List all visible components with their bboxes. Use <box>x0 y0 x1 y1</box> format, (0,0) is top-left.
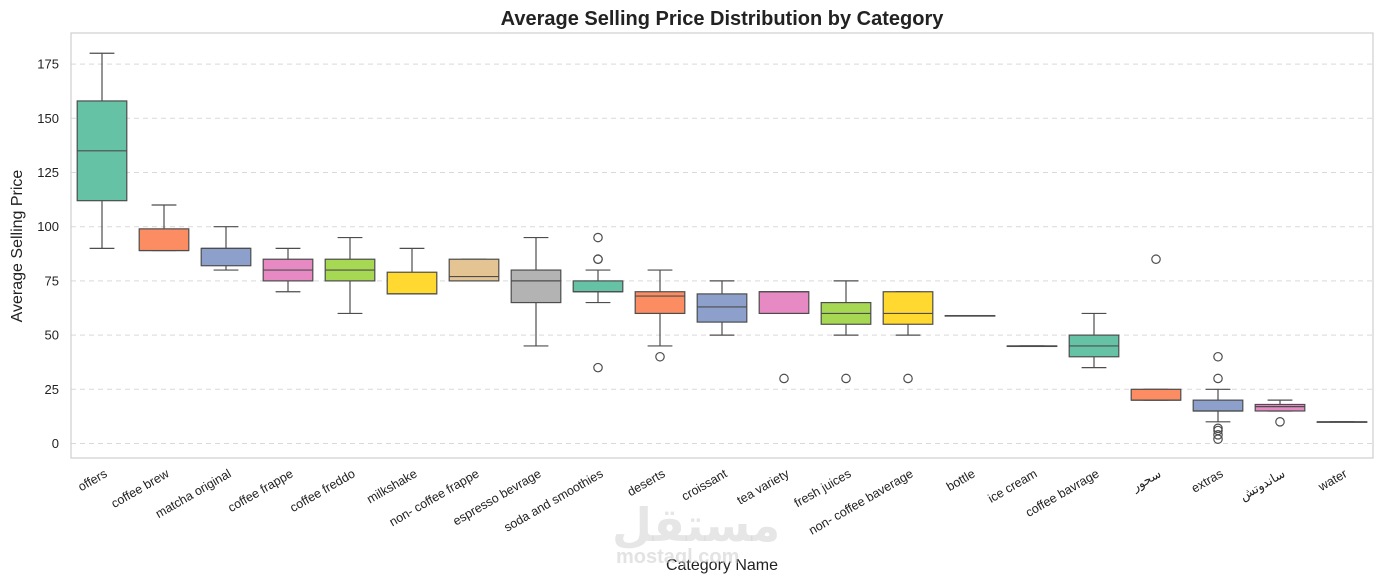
grid <box>71 63 1373 444</box>
box-7 <box>510 236 562 347</box>
outlier-point <box>1275 417 1285 427</box>
x-tick-label: coffee freddo <box>287 466 357 515</box>
outlier-point <box>1213 373 1223 384</box>
box-18 <box>1192 351 1244 444</box>
y-tick-label: 150 <box>37 111 59 126</box>
box-5 <box>386 247 438 295</box>
box-17 <box>1130 254 1182 401</box>
outlier-point <box>593 232 603 243</box>
x-tick-label: coffee frappe <box>225 466 295 515</box>
x-tick-label: offers <box>76 466 110 494</box>
x-tick-label: milkshake <box>364 466 419 506</box>
x-tick-label: croissant <box>679 466 730 503</box>
outlier-point <box>779 373 789 384</box>
iqr-box <box>1130 388 1182 401</box>
iqr-box <box>1254 403 1306 412</box>
x-tick-label: bottle <box>944 466 978 493</box>
iqr-box <box>696 293 748 323</box>
iqr-box <box>1192 399 1244 412</box>
box-3 <box>262 247 314 293</box>
x-axis-label: Category Name <box>666 557 778 574</box>
outlier-point <box>903 373 913 384</box>
y-tick-label: 175 <box>37 57 59 72</box>
iqr-box <box>138 228 190 252</box>
iqr-box <box>200 247 252 267</box>
box-15 <box>1006 345 1058 348</box>
box-1 <box>138 204 190 252</box>
y-tick-label: 125 <box>37 165 59 180</box>
x-tick-label: tea variety <box>735 466 793 507</box>
outlier-point <box>655 351 665 362</box>
y-tick-label: 25 <box>45 382 59 397</box>
outlier-point <box>593 362 603 373</box>
y-tick-label: 50 <box>45 328 59 343</box>
x-tick-label: deserts <box>625 466 668 499</box>
box-9 <box>634 269 686 362</box>
plot-frame <box>70 32 1374 459</box>
box-6 <box>448 258 500 282</box>
iqr-box <box>758 291 810 315</box>
iqr-box <box>448 258 500 282</box>
outlier-point <box>593 254 603 265</box>
box-11 <box>758 291 810 384</box>
chart-title: Average Selling Price Distribution by Ca… <box>501 8 945 30</box>
box-10 <box>696 280 748 336</box>
iqr-box <box>572 280 624 293</box>
outlier-point <box>1213 423 1223 434</box>
box-19 <box>1254 399 1306 427</box>
outlier-point <box>841 373 851 384</box>
iqr-box <box>634 291 686 315</box>
x-tick-label: water <box>1315 466 1349 494</box>
y-axis-ticks: 0 25 50 75 100 125 150 175 <box>37 57 59 451</box>
box-14 <box>944 314 996 317</box>
iqr-box <box>882 291 934 325</box>
iqr-box <box>386 271 438 295</box>
box-13 <box>882 291 934 384</box>
box-4 <box>324 236 376 315</box>
x-tick-label: non- coffee baverage <box>806 466 915 537</box>
x-tick-label: ساندوتش <box>1237 466 1288 504</box>
y-axis-label: Average Selling Price <box>9 170 26 323</box>
y-tick-label: 100 <box>37 219 59 234</box>
boxes <box>76 52 1368 444</box>
x-tick-label: سحور <box>1129 466 1164 495</box>
outlier-point <box>1213 351 1223 362</box>
box-20 <box>1316 421 1368 423</box>
box-12 <box>820 280 872 384</box>
box-2 <box>200 226 252 271</box>
x-tick-label: extras <box>1189 466 1225 495</box>
iqr-box <box>510 269 562 304</box>
box-0 <box>76 52 128 249</box>
box-16 <box>1068 312 1120 369</box>
y-tick-label: 75 <box>45 273 59 288</box>
y-tick-label: 0 <box>52 436 59 451</box>
outlier-point <box>1151 254 1161 265</box>
outlier-point <box>1213 430 1223 440</box>
x-tick-label: ice cream <box>986 466 1040 505</box>
box-8 <box>572 232 624 373</box>
